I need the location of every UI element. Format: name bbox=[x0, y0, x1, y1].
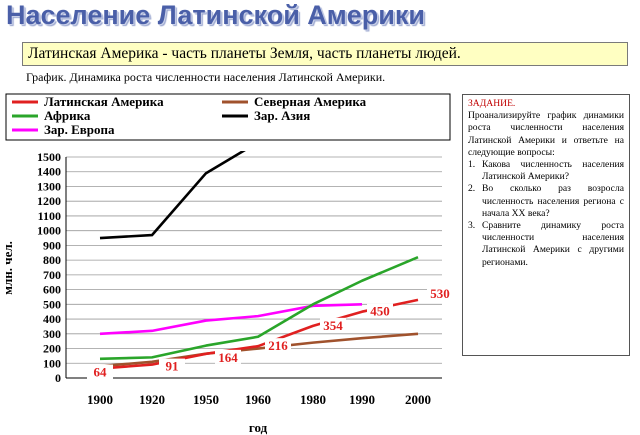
data-label-bg bbox=[159, 358, 185, 373]
x-tick-label: 1900 bbox=[87, 392, 113, 407]
data-label-bg bbox=[87, 364, 113, 379]
y-tick-label: 1100 bbox=[38, 209, 61, 223]
series-line bbox=[99, 332, 419, 368]
task-item-number: 1. bbox=[468, 159, 476, 171]
y-tick-label: 600 bbox=[43, 283, 61, 297]
x-tick-label: 1990 bbox=[349, 392, 375, 407]
legend-label: Зар. Азия bbox=[254, 108, 310, 123]
data-label-bg bbox=[367, 303, 393, 318]
data-label-bg bbox=[215, 349, 241, 364]
x-tick-label: 2000 bbox=[405, 392, 431, 407]
task-item-number: 2. bbox=[468, 183, 476, 195]
data-label-bg bbox=[320, 317, 346, 332]
series-line bbox=[99, 298, 419, 370]
y-tick-label: 1200 bbox=[37, 194, 61, 208]
y-tick-label: 800 bbox=[43, 253, 61, 267]
graph-caption: График. Динамика роста численности насел… bbox=[26, 70, 386, 84]
y-tick-label: 200 bbox=[43, 342, 61, 356]
data-label: 530 bbox=[430, 286, 450, 301]
data-label: 91 bbox=[166, 359, 179, 374]
data-label-bg bbox=[427, 285, 453, 300]
y-tick-label: 1000 bbox=[37, 224, 61, 238]
data-label-bg bbox=[265, 338, 291, 353]
y-tick-label: 300 bbox=[43, 327, 61, 341]
legend-label: Северная Америка bbox=[254, 94, 367, 109]
y-tick-label: 500 bbox=[43, 297, 61, 311]
y-tick-label: 400 bbox=[43, 312, 61, 326]
subtitle-box: Латинская Америка - часть планеты Земля,… bbox=[22, 42, 628, 66]
task-item-number: 3. bbox=[468, 220, 476, 232]
task-item-3: 3. Сравните динамику роста численности н… bbox=[468, 220, 624, 269]
x-tick-label: 1950 bbox=[193, 392, 219, 407]
data-label: 354 bbox=[323, 318, 343, 333]
y-tick-label: 1300 bbox=[37, 179, 61, 193]
task-item-text: Сравните динамику роста численности насе… bbox=[482, 220, 624, 268]
series-line bbox=[99, 151, 246, 240]
y-tick-label: 0 bbox=[55, 371, 61, 385]
x-axis-label: год bbox=[249, 420, 268, 435]
data-label: 216 bbox=[268, 338, 288, 353]
series-line bbox=[99, 255, 419, 361]
legend-label: Зар. Европа bbox=[44, 122, 115, 137]
data-label: 450 bbox=[370, 304, 390, 319]
x-tick-label: 1980 bbox=[300, 392, 326, 407]
task-item-1: 1. Какова численность населения Латинско… bbox=[468, 159, 624, 183]
task-box: ЗАДАНИЕ. Проанализируйте график динамики… bbox=[462, 94, 630, 356]
legend-label: Латинская Америка bbox=[44, 94, 164, 109]
task-title: ЗАДАНИЕ. bbox=[468, 98, 516, 109]
series-line bbox=[99, 303, 363, 336]
y-axis-label: млн. чел. bbox=[0, 241, 15, 295]
y-tick-label: 1400 bbox=[37, 165, 61, 179]
x-tick-label: 1960 bbox=[245, 392, 271, 407]
x-tick-label: 1920 bbox=[139, 392, 165, 407]
task-item-2: 2. Во сколько раз возросла численность н… bbox=[468, 183, 624, 220]
task-item-text: Какова численность населения Латинской А… bbox=[482, 159, 624, 183]
y-tick-label: 900 bbox=[43, 238, 61, 252]
task-item-text: Во сколько раз возросла численность насе… bbox=[482, 183, 624, 219]
y-tick-label: 1500 bbox=[37, 150, 61, 164]
task-intro: Проанализируйте график динамики роста чи… bbox=[468, 110, 624, 158]
y-tick-label: 100 bbox=[43, 356, 61, 370]
y-tick-label: 700 bbox=[43, 268, 61, 282]
slide-title: Население Латинской Америки bbox=[6, 0, 426, 30]
data-label: 164 bbox=[218, 350, 238, 365]
legend-label: Африка bbox=[44, 108, 91, 123]
data-label: 64 bbox=[94, 365, 108, 380]
